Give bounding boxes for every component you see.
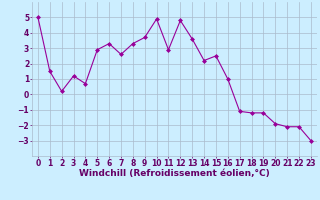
X-axis label: Windchill (Refroidissement éolien,°C): Windchill (Refroidissement éolien,°C) [79, 169, 270, 178]
